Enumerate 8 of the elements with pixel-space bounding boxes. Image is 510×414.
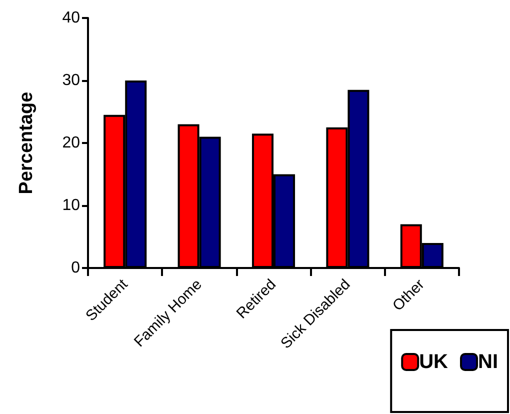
y-tick-label: 30 <box>62 72 80 89</box>
y-tick-label: 20 <box>62 134 80 152</box>
legend-label: UK <box>419 351 449 373</box>
y-tick-label: 10 <box>62 197 80 214</box>
y-tick-label: 40 <box>62 10 80 26</box>
y-tick-label: 0 <box>71 260 80 276</box>
legend-label: NI <box>478 351 498 373</box>
y-axis-title: Percentage <box>16 92 37 194</box>
